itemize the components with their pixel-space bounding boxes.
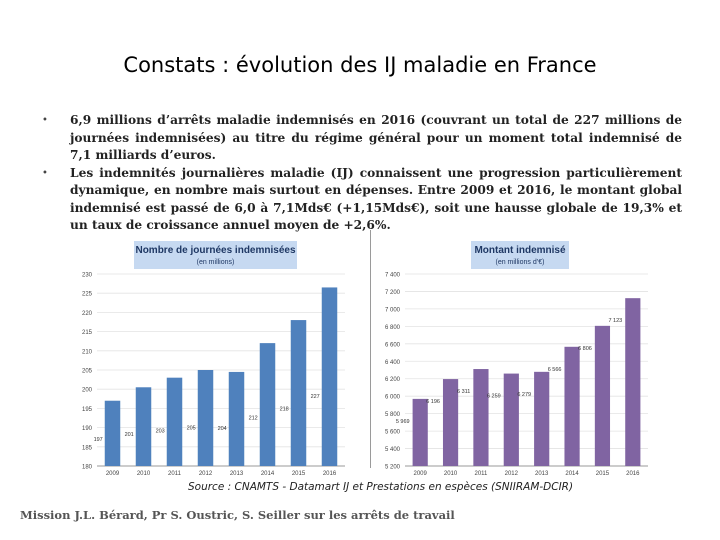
x-tick-label: 2009 — [414, 471, 428, 477]
bar — [228, 371, 245, 466]
x-tick-label: 2015 — [596, 471, 610, 477]
y-tick-label: 7 000 — [385, 307, 401, 313]
bar — [442, 379, 459, 466]
data-label: 6 196 — [426, 399, 440, 405]
source-note: Source : CNAMTS - Datamart IJ et Prestat… — [188, 481, 574, 493]
data-label: 205 — [187, 426, 196, 432]
y-tick-label: 180 — [82, 465, 93, 471]
bullet-list: • 6,9 millions d’arrêts maladie indemnis… — [42, 112, 682, 235]
chart-divider — [370, 230, 371, 468]
bullet-dot: • — [42, 167, 48, 179]
y-tick-label: 6 800 — [385, 325, 401, 331]
y-tick-label: 5 200 — [385, 465, 401, 471]
y-tick-label: 7 400 — [385, 273, 401, 279]
bar — [503, 373, 519, 466]
bar — [197, 370, 214, 466]
y-tick-label: 195 — [82, 407, 93, 413]
data-label: 218 — [280, 407, 289, 413]
x-tick-label: 2011 — [168, 471, 182, 477]
bullet-dot: • — [42, 115, 48, 126]
chart-subtitle: (en millions d’€) — [495, 259, 544, 266]
bar — [534, 371, 550, 466]
bar — [104, 400, 121, 466]
bar — [259, 343, 276, 466]
y-tick-label: 7 200 — [385, 290, 401, 296]
slide-title: Constats : évolution des IJ maladie en F… — [123, 53, 597, 77]
bar — [166, 377, 183, 466]
y-tick-label: 200 — [82, 388, 93, 394]
footer-credit: Mission J.L. Bérard, Pr S. Oustric, S. S… — [20, 508, 455, 522]
data-label: 197 — [94, 437, 103, 443]
y-tick-label: 5 600 — [385, 430, 401, 436]
data-label: 6 566 — [548, 367, 562, 373]
chart-subtitle: (en millions) — [197, 259, 235, 266]
data-label: 5 969 — [396, 419, 410, 425]
y-tick-label: 225 — [82, 292, 93, 298]
data-label: 212 — [249, 415, 258, 421]
y-tick-label: 230 — [82, 273, 93, 279]
x-tick-label: 2012 — [505, 471, 519, 477]
x-tick-label: 2014 — [261, 471, 275, 477]
data-label: 6 259 — [487, 394, 501, 400]
x-tick-label: 2010 — [137, 471, 151, 477]
y-tick-label: 205 — [82, 369, 93, 375]
bullet-text: Les indemnités journalières maladie (IJ)… — [70, 165, 682, 233]
bar — [290, 320, 307, 466]
x-tick-label: 2015 — [292, 471, 306, 477]
y-tick-label: 220 — [82, 311, 93, 317]
y-tick-label: 210 — [82, 349, 93, 355]
bullet-text: 6,9 millions d’arrêts maladie indemnisés… — [70, 113, 682, 162]
data-label: 203 — [156, 428, 165, 434]
data-label: 6 279 — [517, 392, 531, 398]
bar — [625, 298, 641, 466]
chart-title: Montant indemnisé — [474, 245, 566, 256]
data-label: 6 311 — [457, 389, 470, 395]
data-label: 6 806 — [578, 346, 592, 352]
bar — [564, 346, 580, 466]
bullet-item: • 6,9 millions d’arrêts maladie indemnis… — [42, 112, 682, 165]
bar — [321, 287, 338, 466]
y-tick-label: 190 — [82, 426, 93, 432]
y-tick-label: 5 400 — [385, 447, 401, 453]
chart-header — [471, 241, 569, 269]
bar — [135, 387, 152, 466]
y-tick-label: 6 400 — [385, 360, 401, 366]
y-tick-label: 185 — [82, 445, 93, 451]
x-tick-label: 2016 — [323, 471, 337, 477]
chart-title: Nombre de journées indemnisées — [135, 245, 295, 256]
x-tick-label: 2016 — [626, 471, 640, 477]
y-tick-label: 6 200 — [385, 377, 401, 383]
x-tick-label: 2012 — [199, 471, 213, 477]
bar — [412, 398, 428, 466]
x-tick-label: 2014 — [565, 471, 579, 477]
bar — [473, 369, 489, 466]
y-tick-label: 215 — [82, 330, 93, 336]
x-tick-label: 2013 — [535, 471, 549, 477]
x-tick-label: 2013 — [230, 471, 244, 477]
data-label: 7 123 — [608, 318, 622, 324]
data-label: 201 — [125, 432, 134, 438]
x-tick-label: 2009 — [106, 471, 120, 477]
data-label: 204 — [218, 426, 227, 432]
x-tick-label: 2011 — [474, 471, 488, 477]
y-tick-label: 6 600 — [385, 342, 401, 348]
y-tick-label: 6 000 — [385, 395, 401, 401]
x-tick-label: 2010 — [444, 471, 458, 477]
bullet-item: • Les indemnités journalières maladie (I… — [42, 165, 682, 235]
chart-header — [134, 241, 297, 269]
y-tick-label: 5 800 — [385, 412, 401, 418]
bar — [594, 325, 611, 466]
data-label: 227 — [311, 394, 320, 400]
